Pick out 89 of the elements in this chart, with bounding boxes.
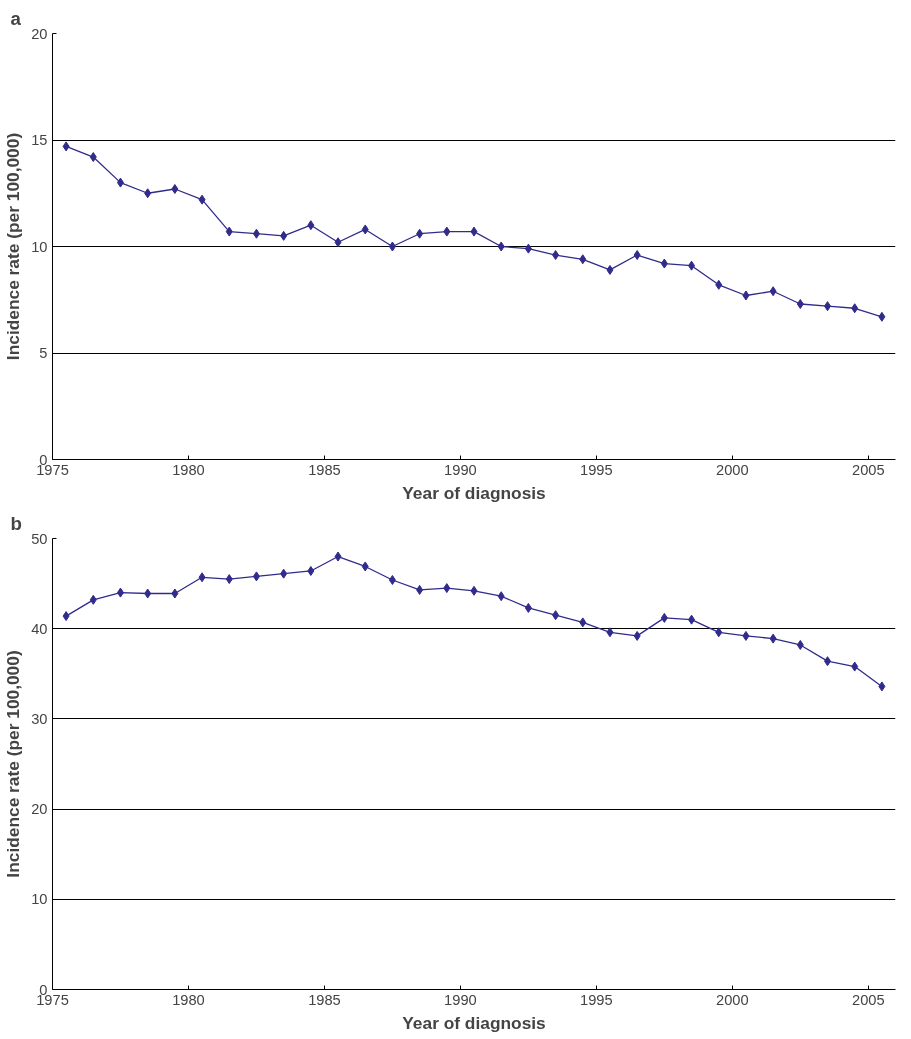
point bbox=[361, 224, 369, 235]
point bbox=[878, 311, 886, 322]
point bbox=[89, 152, 97, 163]
y-tick-label: 15 bbox=[31, 132, 48, 148]
x-tick-label: 2000 bbox=[716, 461, 749, 478]
x-tick-label: 1985 bbox=[308, 991, 341, 1008]
point bbox=[796, 639, 804, 650]
y-axis-title: Incidence rate (per 100,000) bbox=[3, 650, 24, 878]
y-tick-label: 40 bbox=[31, 620, 48, 637]
y-tick-label: 20 bbox=[31, 25, 48, 42]
x-tick-label: 1980 bbox=[172, 461, 205, 478]
point bbox=[198, 194, 206, 205]
point bbox=[416, 228, 424, 239]
point bbox=[171, 588, 179, 599]
point bbox=[524, 243, 532, 254]
y-tick-label: 10 bbox=[31, 238, 48, 255]
point bbox=[443, 226, 451, 237]
y-tick-label: 20 bbox=[31, 801, 48, 818]
text: b bbox=[10, 512, 22, 534]
x-tick-label: 2000 bbox=[716, 991, 749, 1008]
point bbox=[715, 279, 723, 290]
point bbox=[769, 286, 777, 297]
point bbox=[307, 565, 315, 576]
x-tick-label: 1990 bbox=[444, 461, 477, 478]
point bbox=[144, 588, 152, 599]
point bbox=[252, 228, 260, 239]
point bbox=[688, 260, 696, 271]
point bbox=[824, 301, 832, 312]
point bbox=[606, 627, 614, 638]
point bbox=[416, 584, 424, 595]
point bbox=[769, 633, 777, 644]
point bbox=[742, 630, 750, 641]
point bbox=[742, 290, 750, 301]
x-axis-title: Year of diagnosis bbox=[402, 482, 546, 503]
point bbox=[633, 250, 641, 261]
x-tick-label: 1995 bbox=[580, 991, 613, 1008]
point bbox=[715, 627, 723, 638]
point bbox=[280, 568, 288, 579]
y-tick-label: 50 bbox=[31, 530, 48, 547]
point bbox=[606, 264, 614, 275]
point bbox=[116, 177, 124, 188]
x-tick-label: 1980 bbox=[172, 991, 205, 1008]
y-tick-label: 30 bbox=[31, 710, 48, 727]
point bbox=[579, 254, 587, 265]
point bbox=[660, 612, 668, 623]
point bbox=[116, 587, 124, 598]
point bbox=[307, 220, 315, 231]
y-tick-label: 5 bbox=[39, 345, 48, 361]
point bbox=[660, 258, 668, 269]
point bbox=[633, 630, 641, 641]
point bbox=[198, 572, 206, 583]
point bbox=[280, 230, 288, 241]
x-tick-label: 1995 bbox=[580, 461, 613, 478]
point bbox=[388, 574, 396, 585]
point bbox=[225, 574, 233, 585]
point bbox=[552, 610, 560, 621]
point bbox=[62, 141, 70, 152]
point bbox=[144, 188, 152, 199]
point bbox=[334, 551, 342, 562]
y-axis-title: Incidence rate (per 100,000) bbox=[3, 132, 24, 361]
point bbox=[443, 583, 451, 594]
point bbox=[334, 237, 342, 248]
text: a bbox=[10, 7, 22, 29]
point bbox=[171, 183, 179, 194]
point bbox=[851, 303, 859, 314]
x-tick-label: 2005 bbox=[852, 461, 885, 478]
point bbox=[497, 241, 505, 252]
x-tick-label: 2005 bbox=[852, 991, 885, 1008]
point bbox=[62, 611, 70, 622]
point bbox=[225, 226, 233, 237]
point bbox=[497, 591, 505, 602]
point bbox=[688, 614, 696, 625]
point bbox=[824, 656, 832, 667]
point bbox=[878, 681, 886, 692]
point bbox=[470, 585, 478, 596]
point bbox=[552, 250, 560, 261]
point bbox=[252, 571, 260, 582]
y-tick-label: 10 bbox=[31, 891, 48, 908]
point bbox=[361, 561, 369, 572]
x-axis-title: Year of diagnosis bbox=[402, 1012, 546, 1033]
point bbox=[524, 602, 532, 613]
point bbox=[89, 594, 97, 605]
point bbox=[851, 661, 859, 672]
x-tick-label: 1985 bbox=[308, 461, 341, 478]
x-tick-label: 1990 bbox=[444, 991, 477, 1008]
point bbox=[470, 226, 478, 237]
point bbox=[388, 241, 396, 252]
point bbox=[796, 299, 804, 310]
point bbox=[579, 617, 587, 628]
